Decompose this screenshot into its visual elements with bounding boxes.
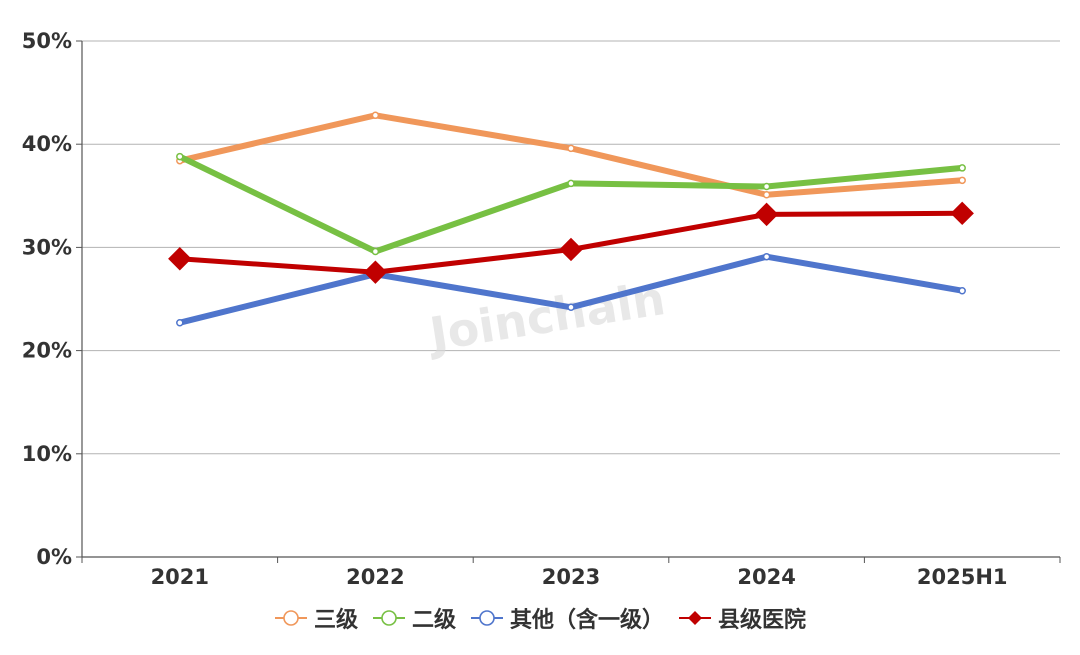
data-point	[958, 164, 966, 172]
y-axis-tick-labels: 0% 10% 20% 30% 40% 50%	[22, 29, 72, 569]
legend-marker-icon	[372, 610, 405, 626]
y-tick-label: 50%	[22, 29, 72, 53]
series-0	[176, 111, 966, 199]
y-tick-label: 10%	[22, 442, 72, 466]
data-point	[762, 252, 771, 261]
data-point	[371, 247, 380, 256]
data-point	[176, 152, 184, 161]
series-lines	[168, 111, 974, 327]
legend-diamond	[688, 611, 703, 625]
legend: 三级 二级 其他（含一级） 县级医院	[0, 598, 1080, 638]
series-1	[176, 152, 966, 256]
legend-circle	[381, 610, 397, 626]
x-tick-label: 2021	[151, 565, 209, 589]
data-point-diamond	[168, 247, 192, 271]
axes	[76, 40, 1061, 563]
data-point	[371, 111, 380, 120]
legend-item[interactable]: 县级医院	[678, 602, 806, 634]
legend-marker-icon	[679, 611, 712, 625]
x-tick-label: 2022	[346, 565, 404, 589]
legend-item[interactable]: 三级	[274, 602, 358, 634]
data-point	[762, 191, 771, 199]
line-chart: 0% 10% 20% 30% 40% 50% 2021 2022 2023 2024 2025H1…	[22, 29, 1061, 589]
x-axis-tick-labels: 2021 2022 2023 2024 2025H1	[151, 565, 1008, 589]
legend-item[interactable]: 二级	[372, 602, 456, 634]
legend-label: 县级医院	[718, 608, 807, 633]
data-point-diamond	[559, 237, 583, 262]
y-tick-label: 20%	[22, 339, 72, 363]
data-point	[762, 182, 771, 191]
data-point	[176, 318, 184, 327]
legend-marker-icon	[274, 610, 307, 626]
legend-circle	[283, 610, 299, 626]
legend-label: 其他（含一级）	[510, 608, 665, 633]
series-line	[176, 153, 966, 255]
data-point-diamond	[754, 202, 779, 227]
data-point	[958, 176, 966, 185]
data-point	[958, 286, 966, 295]
legend-marker-icon	[471, 610, 503, 626]
x-tick-label: 2024	[737, 565, 795, 589]
x-tick-label: 2025H1	[917, 565, 1008, 589]
y-tick-label: 40%	[22, 132, 72, 156]
data-point	[567, 303, 575, 312]
legend-item[interactable]: 其他（含一级）	[470, 602, 664, 634]
series-3	[168, 201, 974, 284]
data-point	[567, 144, 575, 153]
legend-circle	[479, 610, 495, 626]
x-tick-label: 2023	[542, 565, 600, 589]
legend-label: 三级	[313, 608, 358, 633]
data-point-diamond	[363, 260, 388, 284]
y-tick-label: 30%	[22, 235, 72, 259]
data-point-diamond	[950, 201, 974, 226]
data-point	[567, 179, 575, 188]
watermark: Joinchain	[423, 271, 668, 362]
y-tick-label: 0%	[36, 545, 72, 569]
legend-label: 二级	[411, 608, 456, 633]
